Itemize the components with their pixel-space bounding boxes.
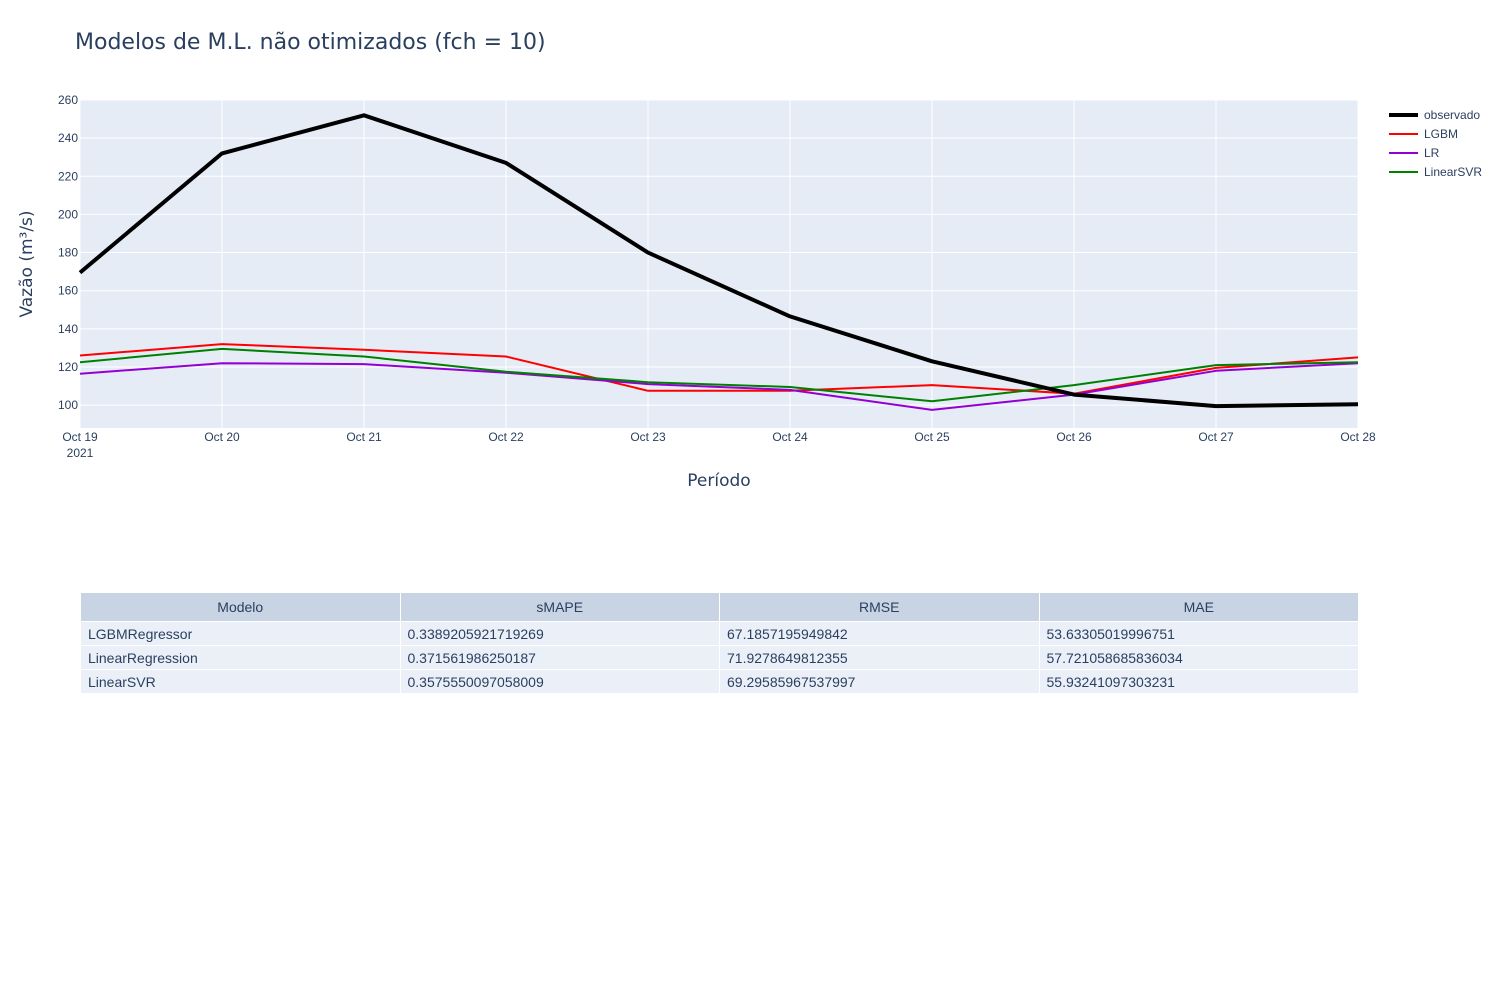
series-line-observado <box>78 113 1359 409</box>
series-line-linearsvr <box>79 347 1359 403</box>
table-header-row: Modelo sMAPE RMSE MAE <box>80 592 1359 622</box>
series-line-lr <box>79 362 1359 411</box>
table-cell: LinearRegression <box>80 645 401 670</box>
legend-item-lr[interactable]: LR <box>1389 146 1440 160</box>
y-tick-label: 180 <box>58 246 78 260</box>
column-header-rmse: RMSE <box>719 592 1040 622</box>
y-tick-label: 200 <box>58 207 78 221</box>
table-cell: 0.371561986250187 <box>399 645 720 670</box>
table-cell: 71.9278649812355 <box>719 645 1040 670</box>
legend-label: LR <box>1424 146 1440 160</box>
column-header-modelo: Modelo <box>80 592 401 622</box>
legend-label: LinearSVR <box>1424 165 1482 179</box>
x-tick-label: Oct 28 <box>1340 430 1376 444</box>
table-cell: 0.3575550097058009 <box>399 669 720 694</box>
table-cell: 53.63305019996751 <box>1038 621 1359 646</box>
table-row: LinearSVR 0.3575550097058009 69.29585967… <box>80 669 1359 694</box>
x-tick-label: Oct 22 <box>488 430 524 444</box>
x-tick-label: Oct 21 <box>346 430 382 444</box>
y-tick-label: 160 <box>58 284 78 298</box>
x-tick-label: Oct 26 <box>1056 430 1092 444</box>
series-lines <box>78 113 1359 411</box>
table-cell: LinearSVR <box>80 669 401 694</box>
table-cell: 0.3389205921719269 <box>399 621 720 646</box>
legend-label: LGBM <box>1424 127 1458 141</box>
legend-item-linearsvr[interactable]: LinearSVR <box>1389 165 1482 179</box>
x-tick-label: Oct 24 <box>772 430 808 444</box>
x-axis-title: Período <box>687 471 750 491</box>
y-tick-label: 240 <box>58 131 78 145</box>
x-tick-label: Oct 23 <box>630 430 666 444</box>
x-tick-label: Oct 20 <box>204 430 240 444</box>
y-tick-label: 120 <box>58 360 78 374</box>
legend-label: observado <box>1424 108 1480 122</box>
table-row: LGBMRegressor 0.3389205921719269 67.1857… <box>80 621 1359 646</box>
x-tick-label: Oct 19 <box>62 430 98 444</box>
table-cell: 57.721058685836034 <box>1038 645 1359 670</box>
table-cell: 67.1857195949842 <box>719 621 1040 646</box>
y-axis-ticks: 100 120 140 160 180 200 220 240 260 <box>58 93 78 412</box>
table-cell: LGBMRegressor <box>80 621 401 646</box>
x-tick-label: Oct 27 <box>1198 430 1234 444</box>
series-line-lgbm <box>79 343 1359 395</box>
x-tick-year-label: 2021 <box>67 446 94 460</box>
x-axis-ticks: Oct 19 Oct 20 Oct 21 Oct 22 Oct 23 Oct 24 Oct … <box>62 430 1376 460</box>
legend[interactable]: observado LGBM LR LinearSVR <box>1389 108 1482 179</box>
y-tick-label: 220 <box>58 169 78 183</box>
table-cell: 55.93241097303231 <box>1038 669 1359 694</box>
line-chart: Modelos de M.L. não otimizados (fch = 10… <box>17 30 1482 491</box>
y-tick-label: 260 <box>58 93 78 107</box>
metrics-table: Modelo sMAPE RMSE MAE LGBMRegressor 0.33… <box>80 592 1359 694</box>
gridlines <box>79 99 1359 428</box>
chart-title: Modelos de M.L. não otimizados (fch = 10… <box>75 30 546 55</box>
x-tick-label: Oct 25 <box>914 430 950 444</box>
table-cell: 69.29585967537997 <box>719 669 1040 694</box>
y-axis-title: Vazão (m³/s) <box>17 210 37 317</box>
legend-item-lgbm[interactable]: LGBM <box>1389 127 1458 141</box>
column-header-mae: MAE <box>1038 592 1359 622</box>
plot-area <box>80 100 1358 428</box>
legend-item-observado[interactable]: observado <box>1389 108 1480 122</box>
y-tick-label: 100 <box>58 398 78 412</box>
column-header-smape: sMAPE <box>399 592 720 622</box>
y-tick-label: 140 <box>58 322 78 336</box>
table-row: LinearRegression 0.371561986250187 71.92… <box>80 645 1359 670</box>
